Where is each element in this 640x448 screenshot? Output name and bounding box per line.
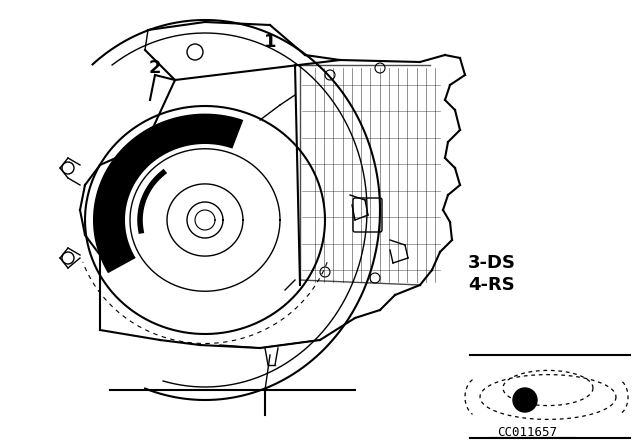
Polygon shape	[93, 114, 243, 273]
Text: 1: 1	[264, 33, 276, 51]
Text: 4-RS: 4-RS	[468, 276, 515, 294]
Text: CC011657: CC011657	[497, 426, 557, 439]
Text: 2: 2	[148, 59, 161, 77]
Text: 3-DS: 3-DS	[468, 254, 516, 272]
Circle shape	[513, 388, 537, 412]
